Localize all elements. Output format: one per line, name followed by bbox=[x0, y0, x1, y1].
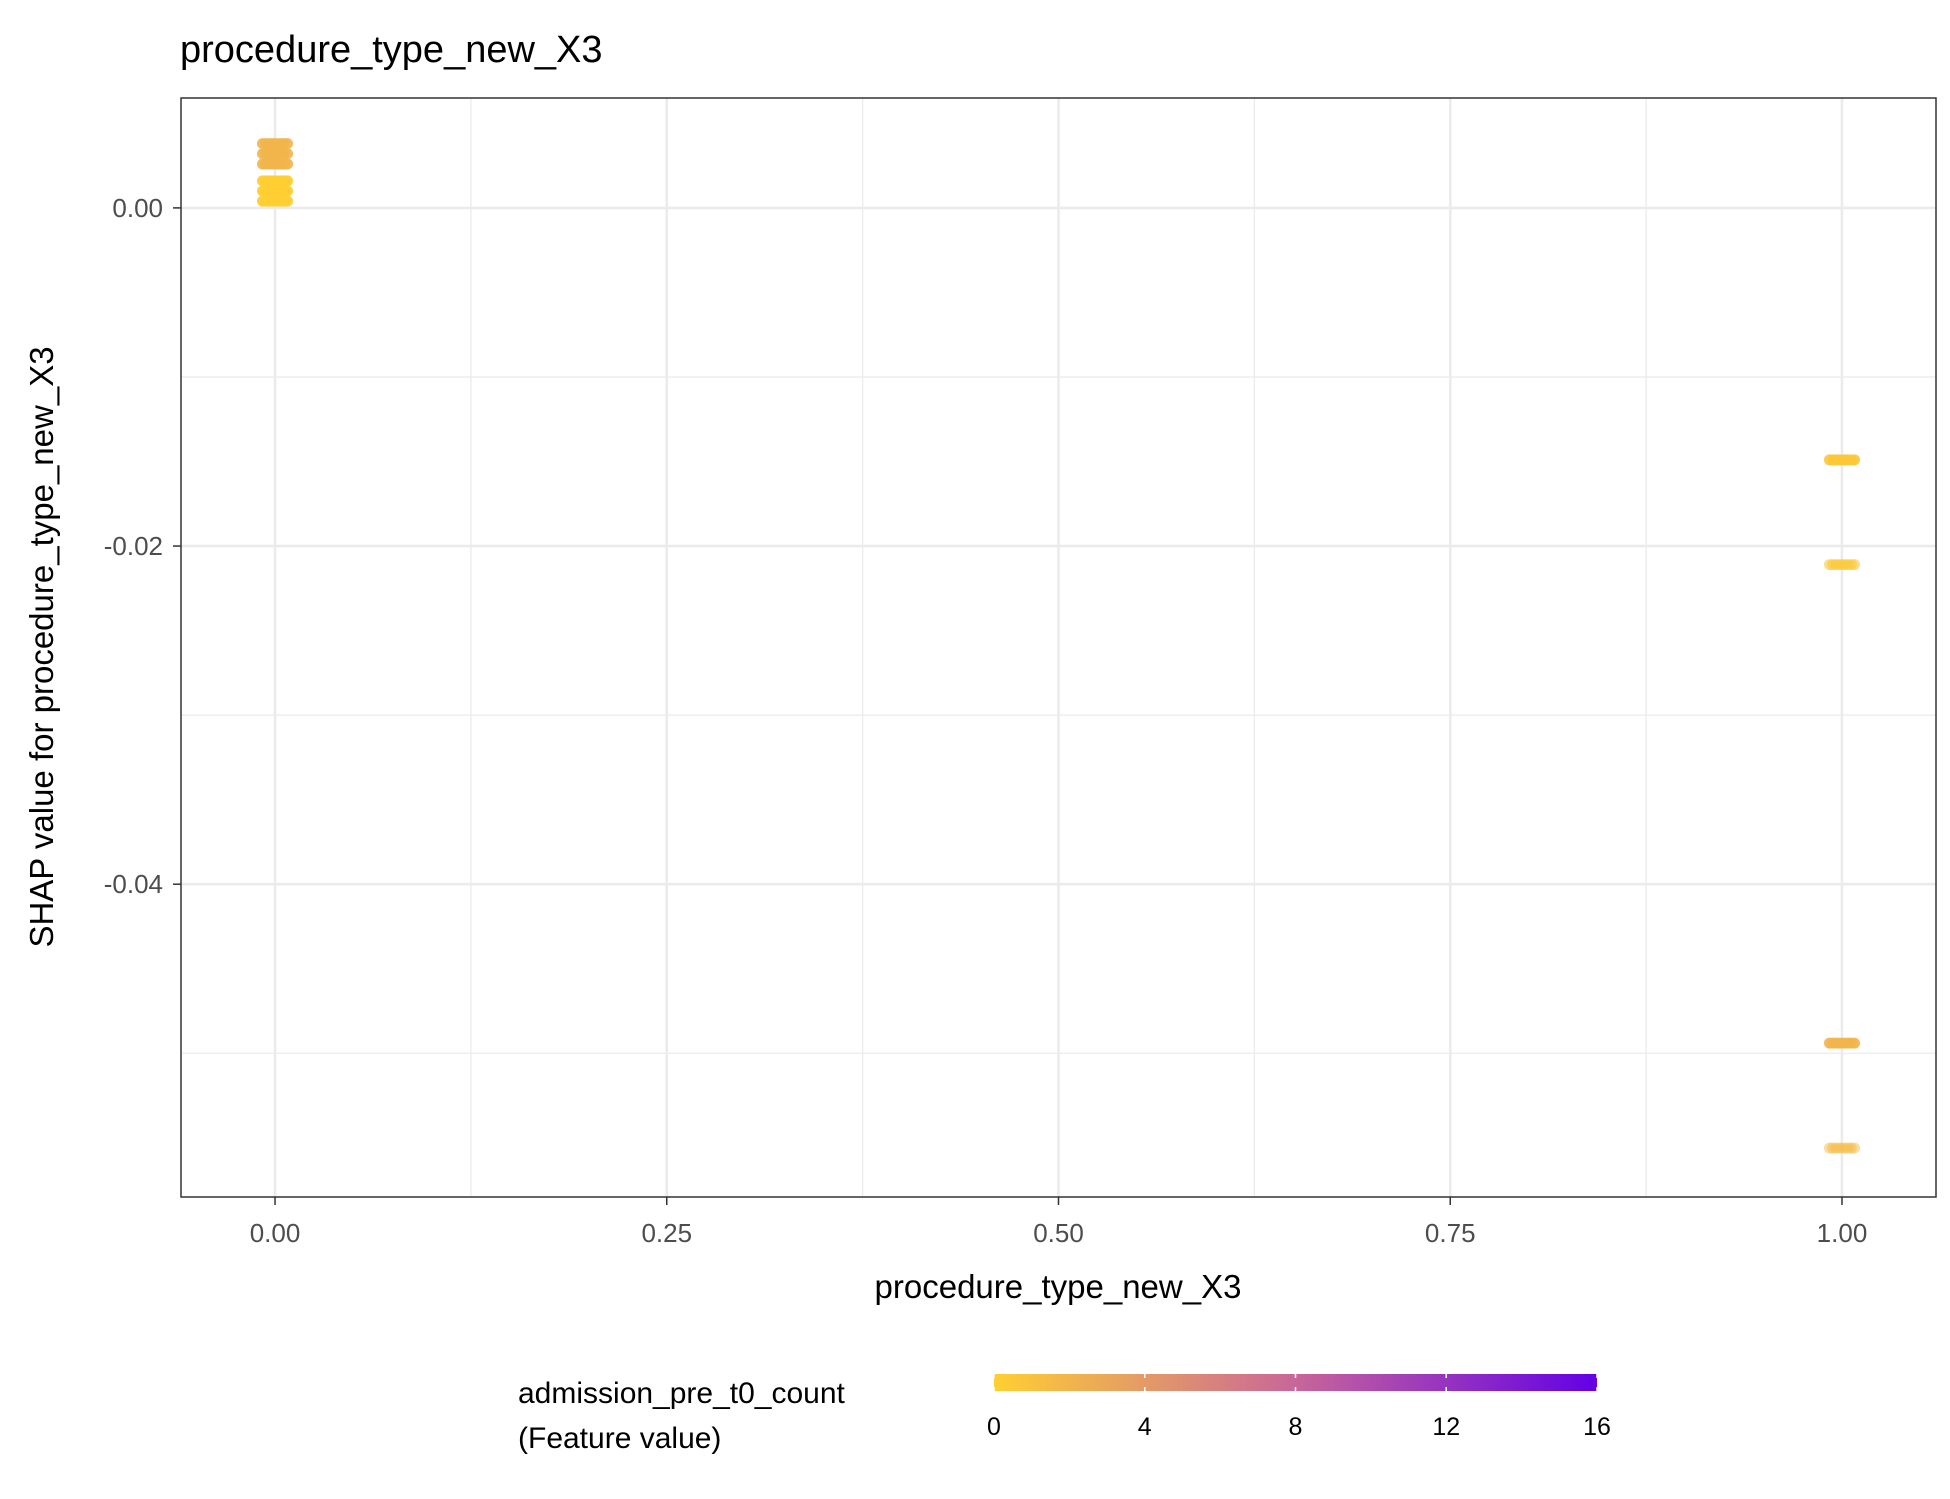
x-tick-label: 0.50 bbox=[1033, 1218, 1084, 1248]
chart-title: procedure_type_new_X3 bbox=[180, 29, 603, 71]
data-point bbox=[1849, 559, 1861, 571]
plot-area bbox=[180, 97, 1937, 1198]
data-point bbox=[282, 185, 294, 197]
x-tick-label: 1.00 bbox=[1817, 1218, 1868, 1248]
legend-colorbar bbox=[994, 1374, 1597, 1391]
legend-ticks: 0 4 8 12 16 bbox=[987, 1374, 1611, 1441]
data-point bbox=[282, 195, 294, 207]
color-legend: admission_pre_t0_count (Feature value) 0… bbox=[518, 1374, 1611, 1455]
x-axis: 0.00 0.25 0.50 0.75 1.00 bbox=[250, 1197, 1868, 1248]
x-tick-label: 0.00 bbox=[250, 1218, 301, 1248]
y-axis: 0.00 -0.02 -0.04 bbox=[104, 193, 181, 899]
legend-tick-label: 16 bbox=[1583, 1413, 1611, 1441]
legend-tick-label: 12 bbox=[1432, 1413, 1460, 1441]
data-point bbox=[1849, 1142, 1861, 1154]
y-tick-label: -0.02 bbox=[104, 531, 163, 561]
y-axis-title: SHAP value for procedure_type_new_X3 bbox=[23, 346, 60, 947]
x-axis-title: procedure_type_new_X3 bbox=[875, 1268, 1242, 1305]
data-point bbox=[282, 148, 294, 160]
legend-tick-label: 4 bbox=[1138, 1413, 1152, 1441]
data-point bbox=[1849, 454, 1861, 466]
data-point bbox=[1849, 1037, 1861, 1049]
legend-title-line-1: admission_pre_t0_count bbox=[518, 1377, 846, 1410]
legend-tick-label: 0 bbox=[987, 1413, 1001, 1441]
data-point bbox=[282, 158, 294, 170]
data-point bbox=[282, 138, 294, 150]
legend-tick-label: 8 bbox=[1289, 1413, 1303, 1441]
y-tick-label: 0.00 bbox=[112, 193, 163, 223]
data-point bbox=[282, 175, 294, 187]
x-tick-label: 0.75 bbox=[1425, 1218, 1476, 1248]
grid bbox=[181, 98, 1936, 1197]
data-points bbox=[256, 138, 1861, 1154]
legend-title-line-2: (Feature value) bbox=[518, 1422, 721, 1455]
y-tick-label: -0.04 bbox=[104, 869, 163, 899]
x-tick-label: 0.25 bbox=[641, 1218, 692, 1248]
